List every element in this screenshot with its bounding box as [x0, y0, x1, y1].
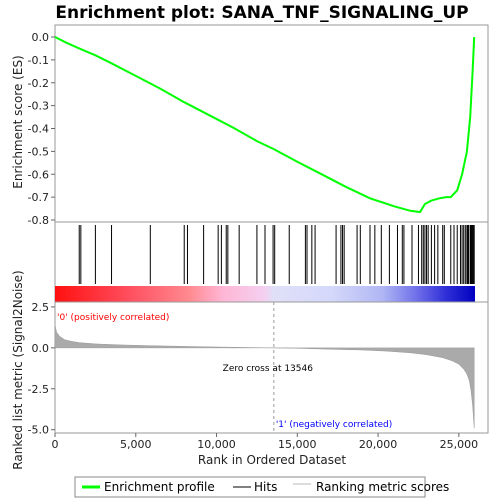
legend-metric-label: Ranking metric scores	[316, 480, 449, 494]
x-tick-label: 10,000	[197, 438, 236, 451]
es-tick-label: -0.4	[28, 123, 49, 136]
legend-hits-label: Hits	[254, 480, 277, 494]
metric-tick-label: -2.5	[28, 383, 49, 396]
x-tick-label: 25,000	[440, 438, 479, 451]
x-axis-label: Rank in Ordered Dataset	[198, 453, 346, 467]
metric-axis-label: Ranked list metric (Signal2Noise)	[11, 270, 25, 469]
es-panel	[54, 24, 489, 223]
es-tick-label: -0.8	[28, 214, 49, 227]
rank-color-bar	[55, 286, 475, 302]
x-tick-label: 15,000	[278, 438, 317, 451]
metric-panel	[54, 301, 489, 434]
x-axis: 0 5,000 10,000 15,000 20,000 25,000	[52, 433, 479, 451]
es-axis: 0.0 -0.1 -0.2 -0.3 -0.4 -0.5 -0.6 -0.7 -0.8	[28, 31, 55, 227]
positive-correlation-label: '0' (positively correlated)	[57, 313, 169, 323]
es-tick-label: 0.0	[32, 31, 50, 44]
es-tick-label: -0.7	[28, 191, 49, 204]
x-tick-label: 5,000	[120, 438, 152, 451]
es-tick-label: -0.1	[28, 54, 49, 67]
x-tick-label: 20,000	[359, 438, 398, 451]
legend-es-label: Enrichment profile	[104, 480, 215, 494]
es-tick-label: -0.6	[28, 168, 49, 181]
chart-title: Enrichment plot: SANA_TNF_SIGNALING_UP	[55, 3, 468, 23]
zero-cross-label: Zero cross at 13546	[223, 364, 314, 374]
es-tick-label: -0.5	[28, 145, 49, 158]
metric-axis: 2.5 0.0 -2.5 -5.0	[28, 301, 55, 437]
metric-tick-label: 0.0	[32, 342, 50, 355]
metric-tick-label: -5.0	[28, 424, 49, 437]
es-axis-label: Enrichment score (ES)	[11, 55, 25, 188]
hits-markers	[78, 225, 475, 284]
ranking-metric-area	[54, 324, 475, 429]
x-tick-label: 0	[52, 438, 59, 451]
enrichment-profile-line	[54, 36, 476, 214]
negative-correlation-label: '1' (negatively correlated)	[276, 420, 392, 430]
es-tick-label: -0.3	[28, 100, 49, 113]
metric-tick-label: 2.5	[32, 301, 50, 314]
es-tick-label: -0.2	[28, 77, 49, 90]
